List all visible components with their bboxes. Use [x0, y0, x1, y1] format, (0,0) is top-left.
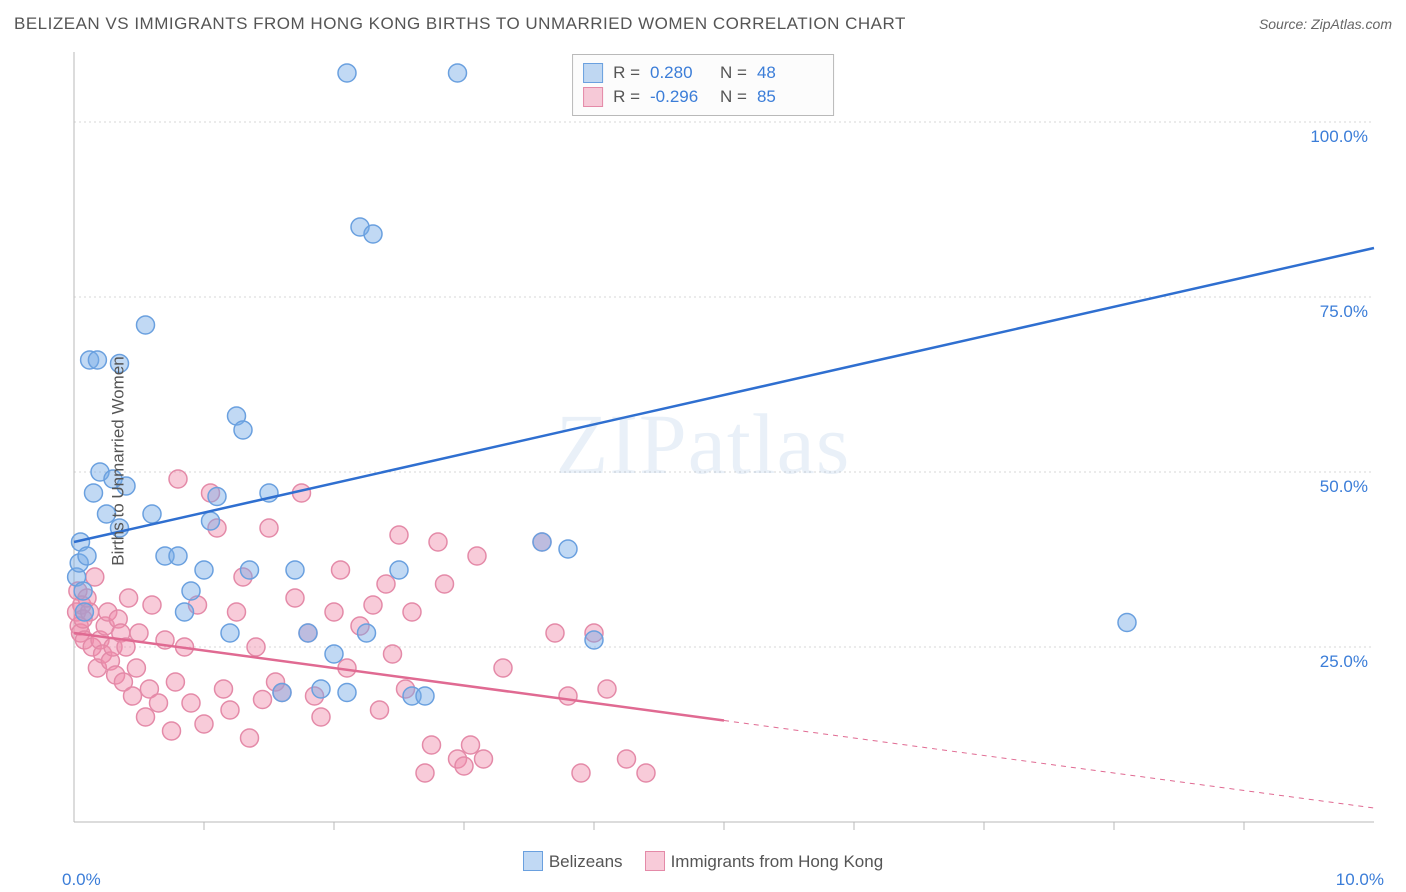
- r-label: R =: [613, 61, 640, 85]
- correlation-legend: R = 0.280 N = 48 R = -0.296 N = 85: [572, 54, 834, 116]
- r-value-belizeans: 0.280: [650, 61, 710, 85]
- legend-item-belizeans: Belizeans: [523, 851, 623, 872]
- legend-swatch-icon: [523, 851, 543, 871]
- x-tick-label: 10.0%: [1336, 870, 1384, 890]
- scatter-plot: 25.0% 50.0% 75.0% 100.0%: [14, 46, 1392, 852]
- legend-label: Belizeans: [549, 852, 623, 871]
- y-axis-label: Births to Unmarried Women: [109, 356, 129, 565]
- source-prefix: Source:: [1259, 16, 1311, 32]
- legend-swatch-icon: [645, 851, 665, 871]
- chart-title: BELIZEAN VS IMMIGRANTS FROM HONG KONG BI…: [14, 14, 906, 34]
- n-label: N =: [720, 61, 747, 85]
- n-value-hongkong: 85: [757, 85, 817, 109]
- source-name: ZipAtlas.com: [1311, 16, 1392, 32]
- legend-item-hongkong: Immigrants from Hong Kong: [645, 851, 884, 872]
- correlation-legend-row: R = -0.296 N = 85: [583, 85, 817, 109]
- r-label: R =: [613, 85, 640, 109]
- header: BELIZEAN VS IMMIGRANTS FROM HONG KONG BI…: [14, 14, 1392, 34]
- legend-swatch-hongkong: [583, 87, 603, 107]
- source-attribution: Source: ZipAtlas.com: [1259, 16, 1392, 32]
- correlation-legend-row: R = 0.280 N = 48: [583, 61, 817, 85]
- legend-label: Immigrants from Hong Kong: [671, 852, 884, 871]
- svg-text:100.0%: 100.0%: [1310, 127, 1368, 146]
- legend-swatch-belizeans: [583, 63, 603, 83]
- svg-text:50.0%: 50.0%: [1320, 477, 1368, 496]
- series-legend: Belizeans Immigrants from Hong Kong: [14, 851, 1392, 872]
- x-tick-label: 0.0%: [62, 870, 101, 890]
- svg-text:75.0%: 75.0%: [1320, 302, 1368, 321]
- svg-text:25.0%: 25.0%: [1320, 652, 1368, 671]
- n-label: N =: [720, 85, 747, 109]
- r-value-hongkong: -0.296: [650, 85, 710, 109]
- n-value-belizeans: 48: [757, 61, 817, 85]
- chart-container: Births to Unmarried Women ZIPatlas 25.0%…: [14, 46, 1392, 876]
